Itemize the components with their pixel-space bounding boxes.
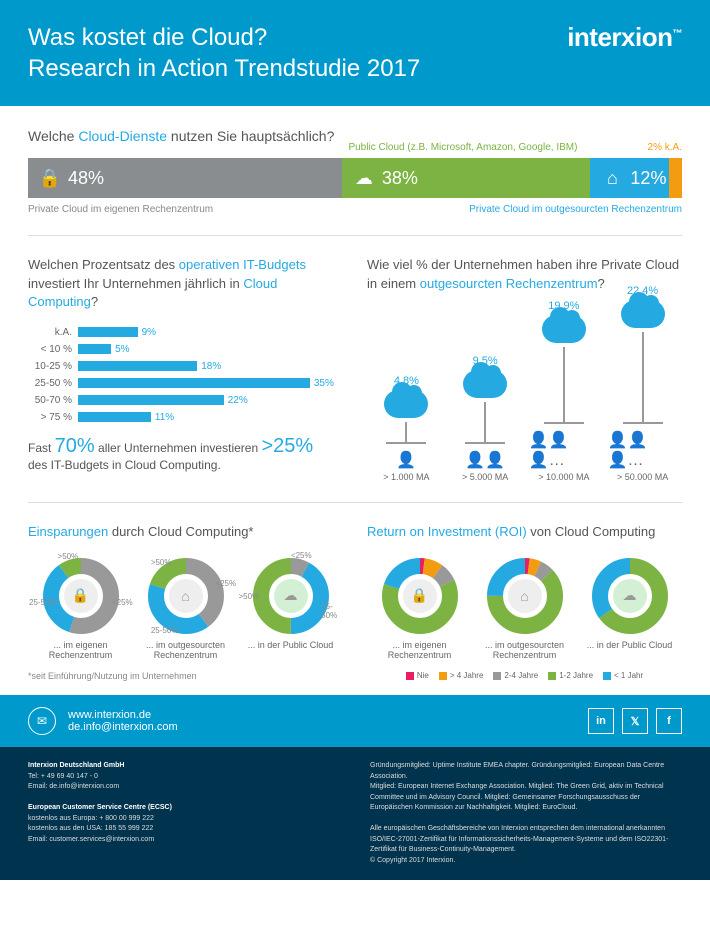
legend-item: < 1 Jahr: [603, 671, 643, 680]
cloud-item: 19,9%👤👤👤…> 10.000 MA: [529, 300, 599, 482]
q4-donuts: 🔒<25%25-50%>50%... im eigenen Rechenzent…: [28, 558, 343, 662]
page-title: Was kostet die Cloud? Research in Action…: [28, 22, 420, 84]
q1-stacked-bar: Public Cloud (z.B. Microsoft, Amazon, Go…: [28, 158, 682, 215]
header: Was kostet die Cloud? Research in Action…: [0, 0, 710, 106]
q4-title: Einsparungen durch Cloud Computing*: [28, 523, 343, 541]
q4-panel: Einsparungen durch Cloud Computing* 🔒<25…: [28, 523, 343, 681]
footer-blue: ✉ www.interxion.de de.info@interxion.com…: [0, 695, 710, 747]
q3-panel: Wie viel % der Unternehmen haben ihre Pr…: [367, 256, 682, 482]
bar-row: 10-25 %18%: [28, 361, 343, 372]
q4-footnote: *seit Einführung/Nutzung im Unternehmen: [28, 671, 343, 681]
cloud-item: 9,5%👤👤> 5.000 MA: [450, 355, 520, 482]
linkedin-icon[interactable]: in: [588, 708, 614, 734]
footer-email[interactable]: de.info@interxion.com: [68, 721, 178, 733]
q3-cloud-chart: 4,8%👤> 1.000 MA9,5%👤👤> 5.000 MA19,9%👤👤👤……: [367, 322, 682, 482]
facebook-icon[interactable]: f: [656, 708, 682, 734]
q2-panel: Welchen Prozentsatz des operativen IT-Bu…: [28, 256, 343, 482]
social-links: in 𝕏 f: [588, 708, 682, 734]
bar-row: k.A.9%: [28, 327, 343, 338]
q2-bar-chart: k.A.9% < 10 %5% 10-25 %18% 25-50 %35% 50-70 …: [28, 327, 343, 423]
q5-donuts: 🔒... im eigenen Rechenzentrum⌂... im out…: [367, 558, 682, 662]
legend-item: Nie: [406, 671, 429, 680]
donut: 🔒<25%25-50%>50%... im eigenen Rechenzent…: [31, 558, 131, 662]
twitter-icon[interactable]: 𝕏: [622, 708, 648, 734]
donut: ⌂<25%25-50%>50%... im outgesourcten Rech…: [136, 558, 236, 662]
segment: ⌂12%: [590, 158, 668, 198]
segment: ☁38%: [342, 158, 591, 198]
segment: [669, 158, 682, 198]
cloud-item: 4,8%👤> 1.000 MA: [371, 375, 441, 482]
label-public-cloud: Public Cloud (z.B. Microsoft, Amazon, Go…: [348, 142, 577, 153]
q5-panel: Return on Investment (ROI) von Cloud Com…: [367, 523, 682, 681]
donut: ☁<25%25-50%>50%... in der Public Cloud: [241, 558, 341, 662]
footer-url[interactable]: www.interxion.de: [68, 709, 178, 721]
label-private-outsourced: Private Cloud im outgesourcten Rechenzen…: [469, 204, 682, 215]
bar-row: > 75 %11%: [28, 412, 343, 423]
donut: ☁... in der Public Cloud: [580, 558, 680, 662]
footer-dark: Interxion Deutschland GmbH Tel: + 49 69 …: [0, 747, 710, 880]
legend-item: 2-4 Jahre: [493, 671, 538, 680]
segment: 🔒48%: [28, 158, 342, 198]
label-ka: 2% k.A.: [648, 142, 682, 153]
logo: interxion™: [567, 22, 682, 53]
q5-title: Return on Investment (ROI) von Cloud Com…: [367, 523, 682, 541]
globe-icon: ✉: [28, 707, 56, 735]
cloud-item: 22,4%👤👤👤…> 50.000 MA: [608, 285, 678, 482]
q5-legend: Nie > 4 Jahre 2-4 Jahre 1-2 Jahre < 1 Jahr: [367, 671, 682, 680]
label-private-own: Private Cloud im eigenen Rechenzentrum: [28, 204, 213, 215]
legend-item: > 4 Jahre: [439, 671, 484, 680]
title-line2: Research in Action Trendstudie 2017: [28, 55, 420, 82]
bar-row: < 10 %5%: [28, 344, 343, 355]
footer-company: Interxion Deutschland GmbH: [28, 762, 124, 769]
title-line1: Was kostet die Cloud?: [28, 24, 267, 51]
bar-row: 25-50 %35%: [28, 378, 343, 389]
bar-row: 50-70 %22%: [28, 395, 343, 406]
donut: ⌂... im outgesourcten Rechenzentrum: [475, 558, 575, 662]
legend-item: 1-2 Jahre: [548, 671, 593, 680]
q2-callout: Fast 70% aller Unternehmen investieren >…: [28, 435, 343, 472]
q2-title: Welchen Prozentsatz des operativen IT-Bu…: [28, 256, 343, 311]
donut: 🔒... im eigenen Rechenzentrum: [370, 558, 470, 662]
